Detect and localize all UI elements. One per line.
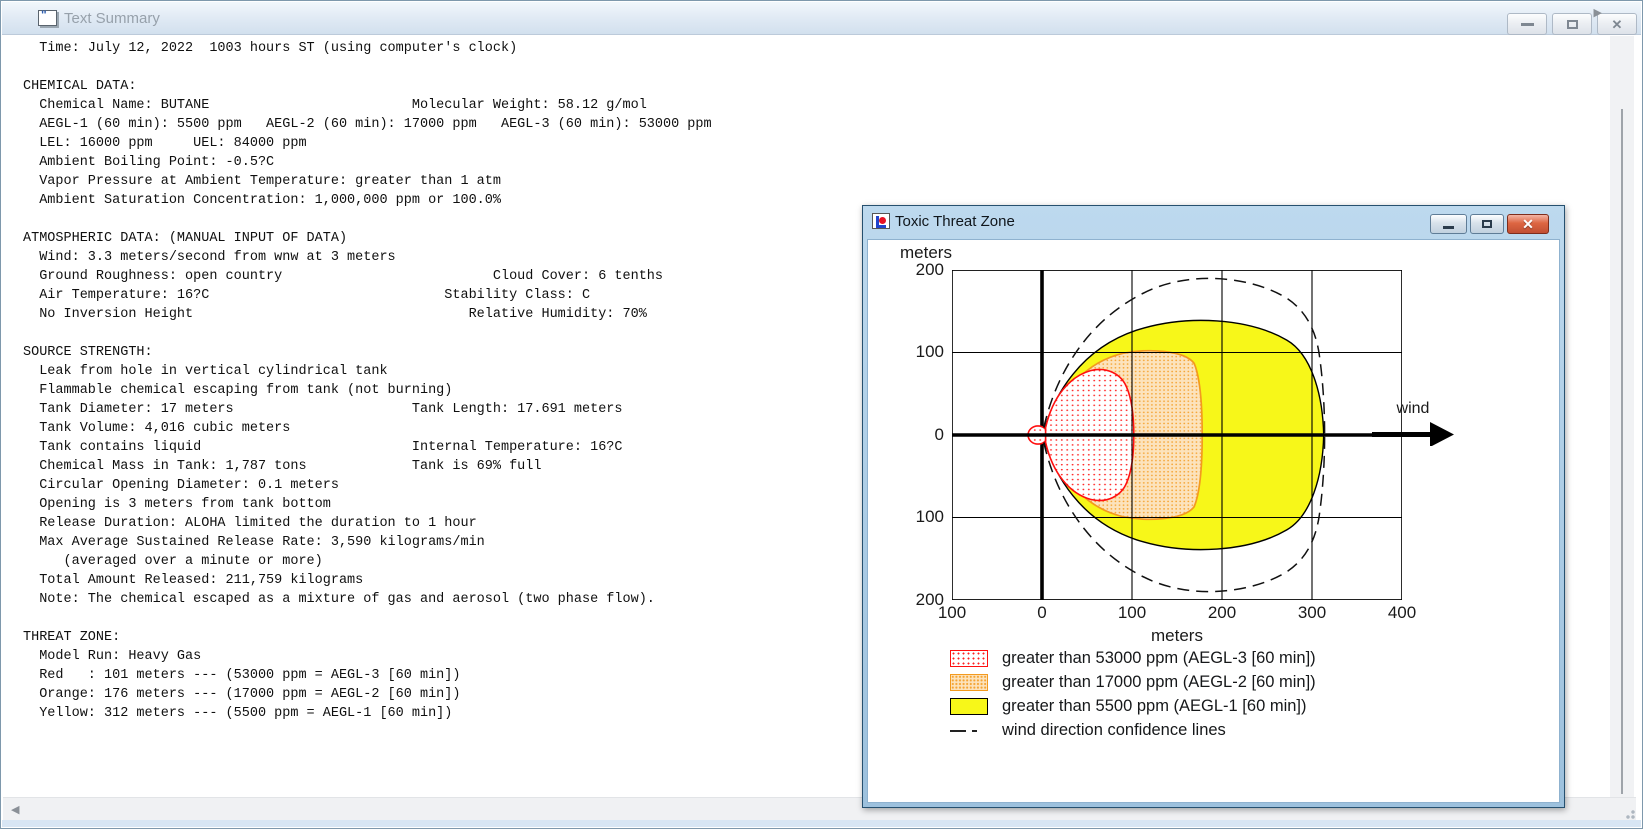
- legend-label: greater than 17000 ppm (AEGL-2 [60 min]): [1002, 673, 1316, 691]
- toxic-threat-zone-title: Toxic Threat Zone: [895, 213, 1015, 230]
- legend-label: greater than 5500 ppm (AEGL-1 [60 min]): [1002, 697, 1307, 715]
- y-axis-tick: 100: [915, 507, 944, 526]
- y-axis-tick: 200: [915, 260, 944, 279]
- threat-zone-plot: [952, 270, 1402, 600]
- vertical-scrollbar[interactable]: [1610, 36, 1634, 799]
- y-axis-tick: 0: [934, 425, 944, 444]
- maximize-button[interactable]: [1552, 13, 1592, 35]
- close-button[interactable]: ✕: [1507, 214, 1549, 234]
- wind-confidence-lines: [1044, 278, 1325, 591]
- legend-item-aegl3: greater than 53000 ppm (AEGL-3 [60 min]): [950, 649, 1316, 667]
- text-summary-report: Time: July 12, 2022 1003 hours ST (using…: [23, 41, 712, 721]
- scroll-left-icon[interactable]: ◀: [11, 804, 20, 816]
- y-axis-label: meters: [900, 243, 952, 262]
- maximize-icon: [1482, 220, 1492, 228]
- x-axis-tick: 200: [1207, 603, 1237, 622]
- x-axis-tick: 400: [1387, 603, 1417, 622]
- close-icon: ✕: [1522, 216, 1534, 232]
- legend-item-aegl1: greater than 5500 ppm (AEGL-1 [60 min]): [950, 697, 1316, 715]
- dashed-line-swatch: [950, 729, 988, 732]
- toxic-threat-zone-icon: [872, 213, 890, 229]
- close-icon: ✕: [1611, 16, 1623, 32]
- y-axis-tick: 100: [915, 342, 944, 361]
- text-summary-title: Text Summary: [64, 10, 160, 27]
- x-axis-tick: 100: [937, 603, 967, 622]
- orange-dot-swatch: [950, 674, 988, 691]
- vertical-scrollbar-thumb[interactable]: [1621, 109, 1623, 794]
- minimize-icon: [1443, 225, 1454, 229]
- maximize-icon: [1566, 19, 1578, 29]
- x-axis-tick: 300: [1297, 603, 1327, 622]
- text-summary-icon: [38, 8, 57, 26]
- toxic-threat-zone-window: Toxic Threat Zone ✕ meters 200 100 0 100…: [862, 205, 1565, 808]
- wind-arrow-icon: [1372, 422, 1454, 446]
- legend-item-confidence: wind direction confidence lines: [950, 721, 1316, 739]
- legend-label: wind direction confidence lines: [1002, 721, 1226, 739]
- legend-item-aegl2: greater than 17000 ppm (AEGL-2 [60 min]): [950, 673, 1316, 691]
- text-summary-titlebar[interactable]: Text Summary ✕: [2, 2, 1641, 35]
- x-axis-label: meters: [1151, 626, 1203, 645]
- x-axis-tick: 0: [1037, 603, 1047, 622]
- plot-legend: greater than 53000 ppm (AEGL-3 [60 min])…: [950, 649, 1316, 739]
- red-dot-swatch: [950, 650, 988, 667]
- x-axis-tick: 100: [1117, 603, 1147, 622]
- minimize-icon: [1520, 22, 1534, 26]
- scroll-right-icon[interactable]: ▶: [1593, 7, 1602, 19]
- window-bottom-border: [2, 820, 1641, 827]
- legend-label: greater than 53000 ppm (AEGL-3 [60 min]): [1002, 649, 1316, 667]
- threat-zone-plot-area: meters 200 100 0 100 200: [867, 239, 1560, 803]
- minimize-button[interactable]: [1430, 214, 1467, 234]
- maximize-button[interactable]: [1470, 214, 1504, 234]
- close-button[interactable]: ✕: [1597, 13, 1637, 35]
- yellow-swatch: [950, 698, 988, 715]
- wind-label: wind: [1396, 400, 1430, 417]
- minimize-button[interactable]: [1507, 13, 1547, 35]
- toxic-threat-zone-titlebar[interactable]: Toxic Threat Zone ✕: [863, 206, 1564, 238]
- y-axis-tick: 200: [915, 590, 944, 609]
